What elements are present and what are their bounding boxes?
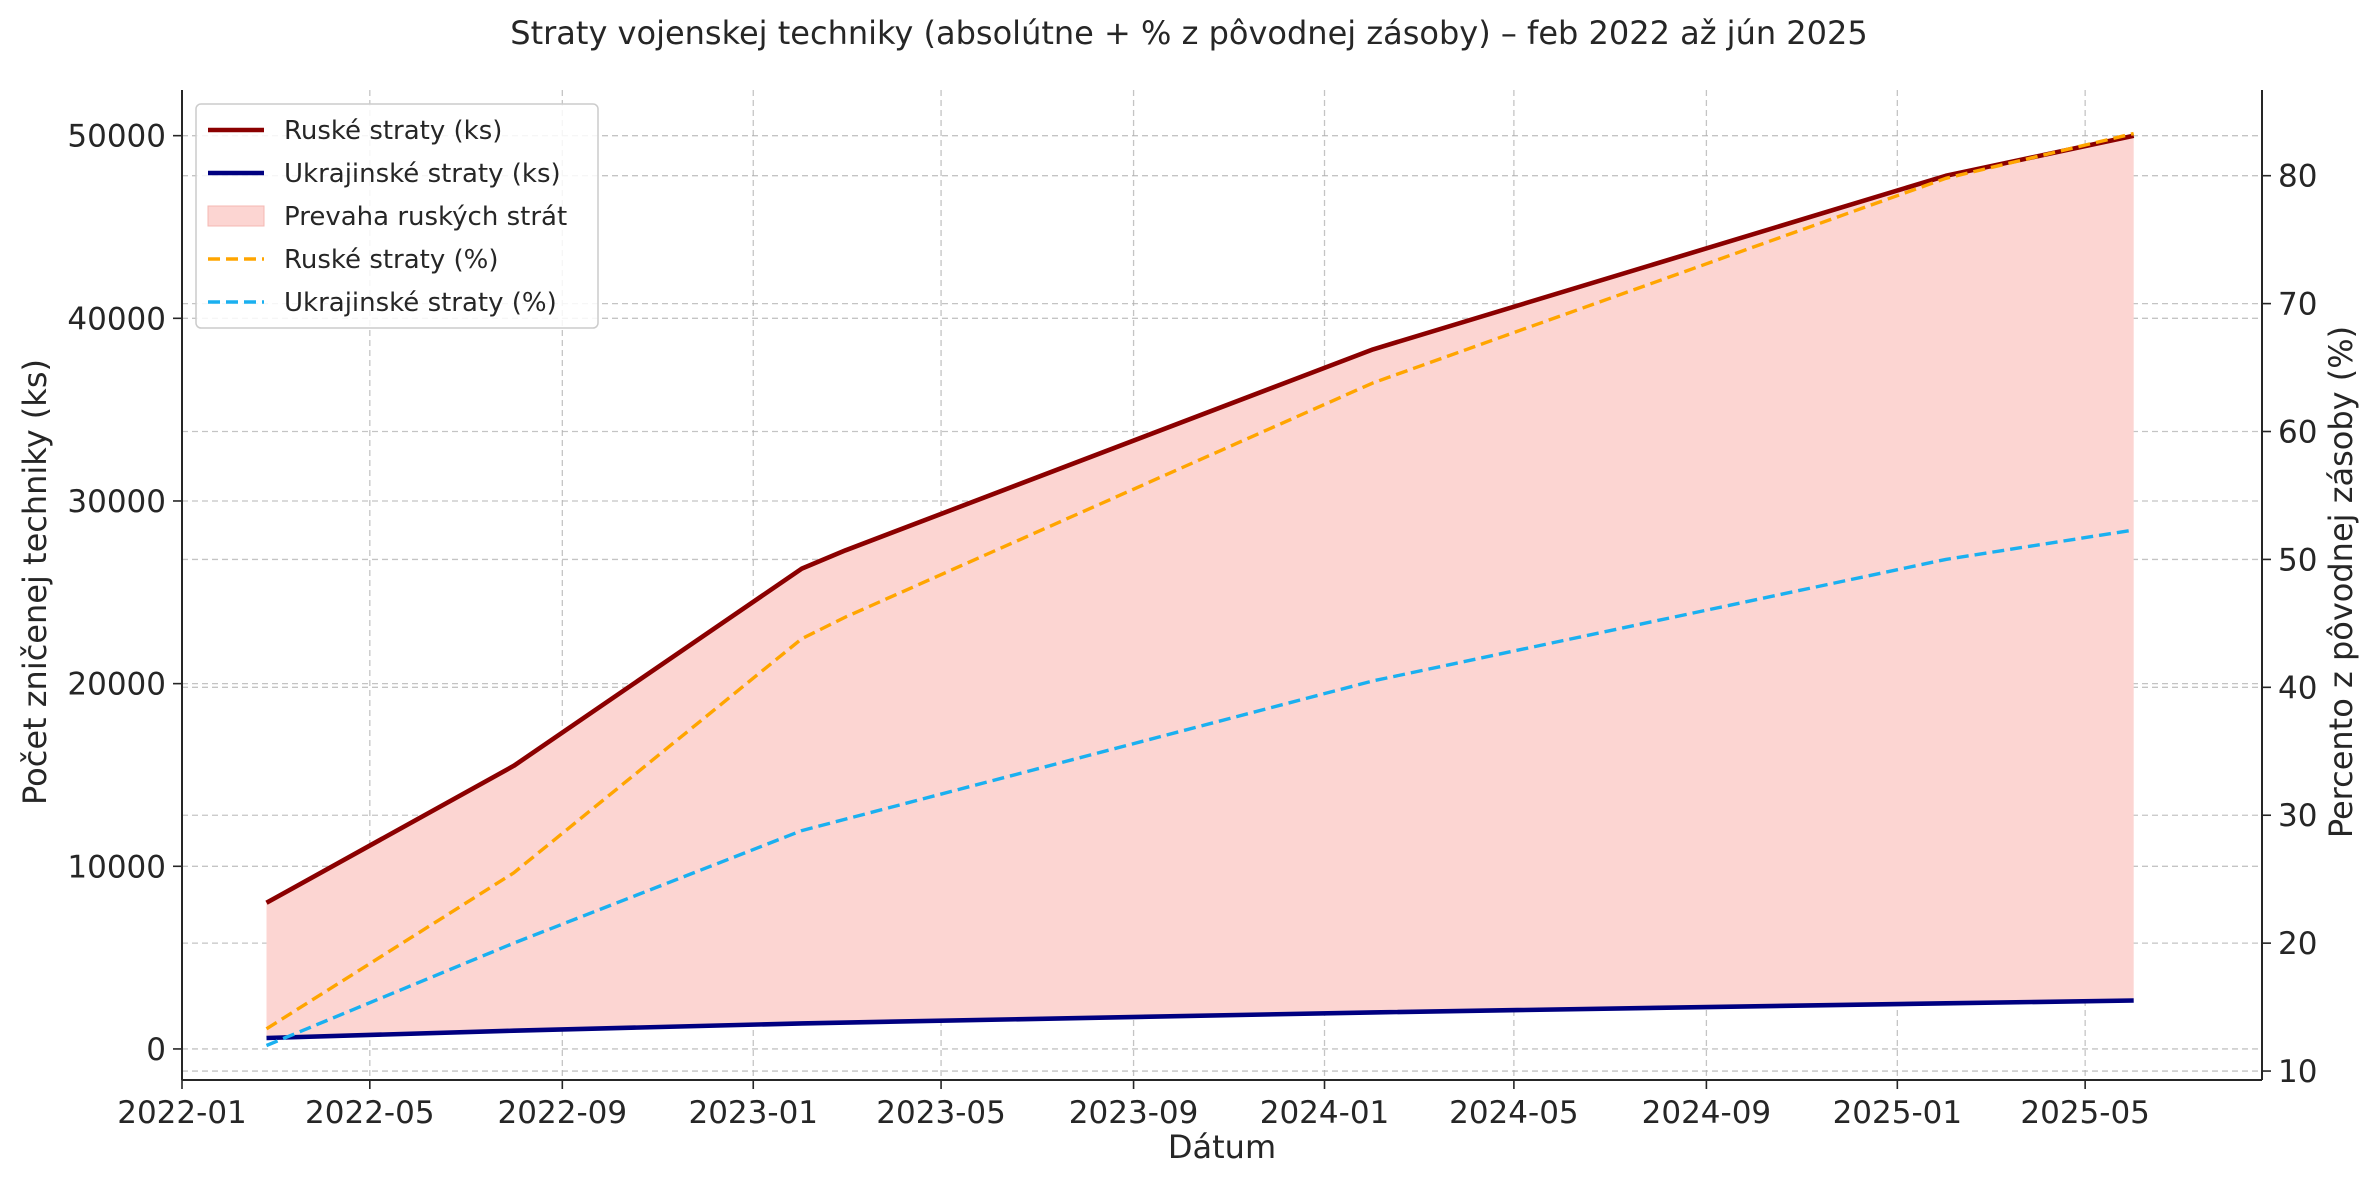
x-tick-label: 2024-01 [1260, 1095, 1390, 1131]
x-tick-label: 2022-09 [498, 1095, 628, 1131]
legend-label: Ruské straty (%) [284, 245, 499, 275]
x-tick-label: 2025-05 [2020, 1095, 2150, 1131]
legend: Ruské straty (ks) Ukrajinské straty (ks) P… [195, 103, 599, 329]
legend-swatch [207, 205, 265, 227]
y-tick-label: 30000 [67, 484, 166, 520]
x-axis-label: Dátum [1168, 1128, 1276, 1166]
x-tick-label: 2023-09 [1069, 1095, 1199, 1131]
y-right-tick-label: 70 [2278, 287, 2317, 323]
y-right-tick-label: 20 [2278, 926, 2317, 962]
x-tick-label: 2022-01 [117, 1095, 247, 1131]
series-lines [265, 131, 2135, 1048]
y-axis-right-label: Percento z pôvodnej zásoby (%) [2322, 326, 2360, 838]
series-line-2 [266, 998, 2134, 1041]
y-tick-label: 40000 [67, 301, 166, 337]
y-tick-label: 20000 [67, 667, 166, 703]
legend-box [195, 103, 599, 329]
legend-label: Ruské straty (ks) [284, 116, 502, 146]
chart-title: Straty vojenskej techniky (absolútne + %… [510, 14, 1867, 52]
series-line-4 [265, 528, 2134, 1048]
fill-area-prevaha [266, 135, 2134, 1038]
series-line-1 [265, 133, 2135, 905]
y-axis-label: Počet zničenej techniky (ks) [16, 359, 54, 805]
x-tick-label: 2025-01 [1833, 1095, 1963, 1131]
y-right-tick-label: 30 [2278, 798, 2317, 834]
legend-label: Prevaha ruských strát [284, 202, 567, 232]
tick-labels: 2022-01 2022-05 2022-09 2023-01 2023-05 2023-… [67, 119, 2317, 1131]
fill-area [266, 135, 2134, 1038]
x-tick-label: 2023-01 [688, 1095, 818, 1131]
series-line-3 [265, 131, 2135, 1031]
y-right-tick-label: 50 [2278, 542, 2317, 578]
y-tick-label: 10000 [67, 849, 166, 885]
x-tick-label: 2024-09 [1642, 1095, 1772, 1131]
axes [173, 90, 2271, 1089]
x-tick-label: 2022-05 [305, 1095, 435, 1131]
y-tick-label: 50000 [67, 119, 166, 155]
y-right-tick-label: 60 [2278, 415, 2317, 451]
legend-label: Ukrajinské straty (%) [284, 288, 557, 318]
y-right-tick-label: 10 [2278, 1054, 2317, 1090]
x-tick-label: 2023-05 [876, 1095, 1006, 1131]
legend-label: Ukrajinské straty (ks) [284, 159, 561, 189]
y-tick-label: 0 [146, 1032, 166, 1068]
x-tick-label: 2024-05 [1449, 1095, 1579, 1131]
y-right-tick-label: 40 [2278, 670, 2317, 706]
y-right-tick-label: 80 [2278, 159, 2317, 195]
